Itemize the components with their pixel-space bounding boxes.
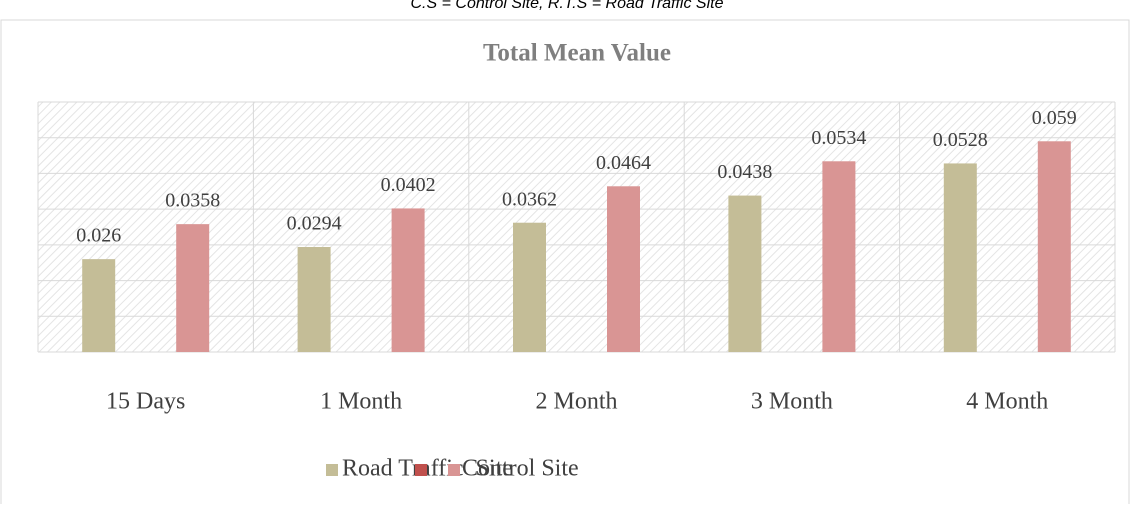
- legend-swatch: [326, 464, 338, 476]
- value-label: 0.0464: [596, 152, 651, 174]
- bar: [822, 161, 856, 352]
- bar: [728, 195, 762, 352]
- x-tick-label: 1 Month: [320, 389, 402, 415]
- chart-title: Total Mean Value: [483, 40, 671, 67]
- bar: [176, 224, 210, 352]
- bar: [297, 247, 331, 352]
- plot-area: [38, 102, 1115, 352]
- value-label: 0.0294: [287, 213, 342, 235]
- caption: C.S = Control Site, R.T.S = Road Traffic…: [410, 0, 723, 12]
- x-tick-label: 3 Month: [751, 389, 833, 415]
- bar: [607, 186, 640, 352]
- legend-label: Road Traffic Site: [342, 456, 513, 482]
- bar: [513, 222, 546, 352]
- legend-swatch-extra: [415, 464, 427, 476]
- bar: [391, 208, 425, 352]
- x-tick-label: 2 Month: [535, 389, 617, 415]
- x-tick-label: 4 Month: [966, 389, 1048, 415]
- value-label: 0.0402: [381, 174, 436, 196]
- legend-swatch: [448, 464, 460, 476]
- value-label: 0.0358: [165, 190, 220, 212]
- value-label: 0.059: [1032, 107, 1077, 129]
- value-label: 0.0362: [502, 188, 557, 210]
- value-label: 0.0534: [811, 127, 866, 149]
- value-label: 0.026: [76, 225, 121, 247]
- bar: [943, 163, 977, 352]
- x-tick-label: 15 Days: [106, 389, 185, 415]
- legend-label: Control Site: [462, 456, 579, 482]
- value-label: 0.0438: [717, 161, 772, 183]
- bar: [82, 259, 116, 352]
- value-label: 0.0528: [933, 129, 988, 151]
- bar: [1037, 141, 1071, 352]
